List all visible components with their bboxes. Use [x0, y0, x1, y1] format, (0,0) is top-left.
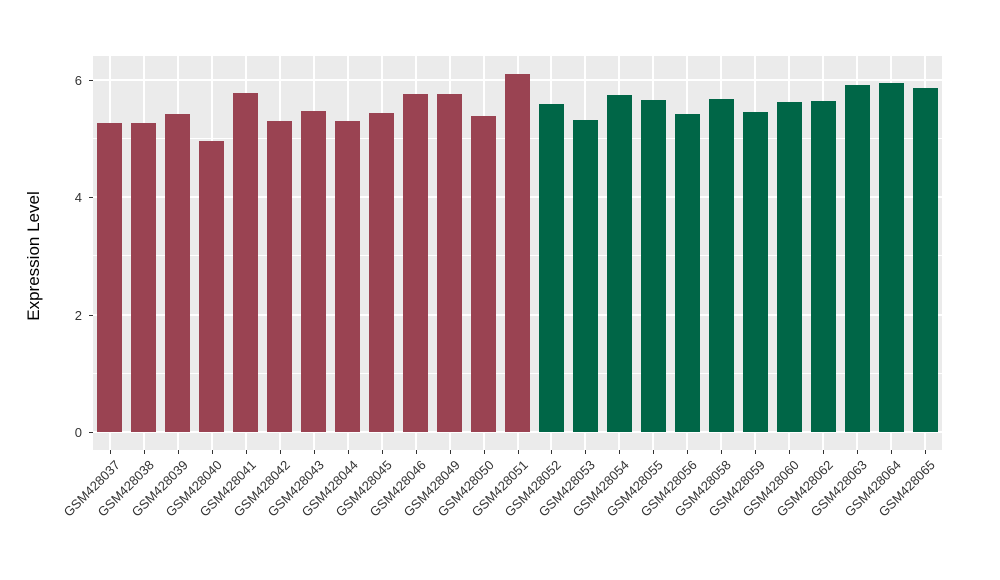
plot-panel — [93, 56, 942, 450]
x-tick-mark — [823, 450, 825, 454]
bar-GSM428049 — [437, 94, 463, 433]
x-tick-mark — [177, 450, 179, 454]
x-tick-mark — [551, 450, 553, 454]
bar-GSM428056 — [674, 113, 700, 433]
bar-GSM428039 — [165, 113, 191, 433]
bar-GSM428054 — [606, 95, 632, 433]
x-tick-mark — [585, 450, 587, 454]
x-tick-mark — [755, 450, 757, 454]
bar-GSM428045 — [369, 112, 395, 433]
y-tick-label: 4 — [74, 190, 82, 206]
x-tick-mark — [279, 450, 281, 454]
x-tick-mark — [891, 450, 893, 454]
bar-GSM428052 — [538, 104, 564, 433]
y-tick-mark — [89, 314, 93, 316]
x-tick-mark — [653, 450, 655, 454]
x-tick-mark — [483, 450, 485, 454]
bar-GSM428058 — [708, 98, 734, 433]
x-tick-mark — [449, 450, 451, 454]
x-tick-mark — [313, 450, 315, 454]
y-tick-mark — [89, 79, 93, 81]
bar-GSM428064 — [878, 83, 904, 433]
bar-GSM428041 — [233, 92, 259, 433]
bar-GSM428053 — [572, 119, 598, 433]
bar-GSM428038 — [131, 123, 157, 433]
x-tick-mark — [211, 450, 213, 454]
x-tick-mark — [381, 450, 383, 454]
x-tick-mark — [857, 450, 859, 454]
x-tick-mark — [721, 450, 723, 454]
y-tick-label: 6 — [74, 72, 82, 88]
x-tick-mark — [789, 450, 791, 454]
y-axis: 0 2 4 6 — [0, 56, 93, 450]
bar-GSM428040 — [199, 140, 225, 433]
y-tick-mark — [89, 432, 93, 434]
x-axis: GSM428037 GSM428038 GSM428039 GSM428040 GSM4… — [61, 450, 942, 580]
y-tick-label: 0 — [74, 425, 82, 441]
bar-GSM428046 — [403, 94, 429, 433]
x-tick-mark — [245, 450, 247, 454]
y-tick-mark — [89, 197, 93, 199]
bar-GSM428062 — [810, 100, 836, 433]
bar-GSM428051 — [505, 73, 530, 433]
bar-GSM428050 — [471, 116, 497, 433]
x-tick-mark — [109, 450, 111, 454]
x-tick-mark — [347, 450, 349, 454]
x-tick-mark — [415, 450, 417, 454]
bar-GSM428063 — [844, 85, 870, 433]
bar-GSM428043 — [301, 110, 327, 433]
bar-GSM428065 — [912, 88, 938, 433]
bar-GSM428044 — [335, 120, 361, 433]
x-tick-mark — [517, 450, 519, 454]
bar-GSM428059 — [742, 112, 768, 433]
bar-GSM428055 — [640, 99, 666, 433]
x-tick-mark — [687, 450, 689, 454]
bar-GSM428037 — [97, 123, 123, 433]
bar-GSM428060 — [776, 102, 802, 433]
y-tick-label: 2 — [74, 307, 82, 323]
x-tick-mark — [619, 450, 621, 454]
x-tick-mark — [925, 450, 927, 454]
x-tick-mark — [143, 450, 145, 454]
bar-GSM428042 — [267, 120, 293, 433]
